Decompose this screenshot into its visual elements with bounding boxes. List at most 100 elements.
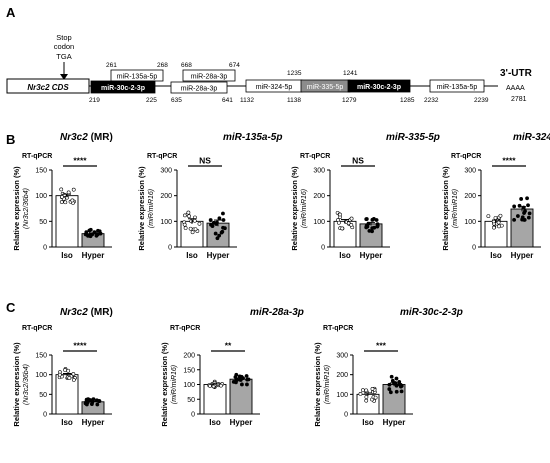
data-point-hyper: [220, 229, 225, 234]
x-tick-label: Iso: [490, 251, 502, 260]
y-tick-label: 200: [313, 193, 325, 200]
data-point-hyper: [389, 374, 394, 379]
chart-3: miR-335-5p RT-qPCR 0 100 200 300 Relative expr…: [290, 132, 440, 260]
site-name: miR-324-5p: [256, 84, 293, 91]
data-point-hyper: [246, 377, 251, 382]
utr-label: 3'-UTR: [500, 68, 533, 79]
y-axis-label-ratio: (miR/miR16): [301, 189, 308, 228]
data-point-iso: [71, 378, 76, 382]
chart-title: Nr3c2 (MR): [60, 132, 113, 143]
y-tick-label: 150: [183, 367, 195, 374]
site-start: 635: [171, 97, 182, 104]
data-point-iso: [188, 226, 193, 231]
chart-title: miR-324-5p: [513, 132, 550, 143]
stop-codon-line2: codon: [54, 42, 74, 51]
chart-title: miR-30c-2-3p: [400, 307, 463, 318]
y-tick-label: 0: [344, 412, 348, 419]
y-tick-label: 300: [336, 353, 348, 360]
data-point-hyper: [364, 225, 369, 230]
data-point-iso: [340, 226, 345, 231]
data-point-hyper: [520, 215, 525, 220]
data-point-hyper: [88, 234, 93, 239]
site-335: miR-335-5p 1235: [287, 70, 351, 93]
chart-title-suffix: (MR): [88, 307, 113, 318]
x-tick-label: Iso: [339, 251, 351, 260]
data-point-hyper: [245, 382, 249, 387]
site-name: miR-30c-2-3p: [357, 84, 401, 91]
polya-label: AAAA: [506, 85, 525, 92]
data-point-hyper: [234, 372, 239, 377]
y-axis-label-ratio: (miR/miR16): [452, 189, 459, 228]
chart-title-main: miR-324-5p: [513, 132, 550, 143]
x-tick-label: Hyper: [230, 418, 253, 427]
data-point-hyper: [398, 382, 403, 387]
data-point-hyper: [215, 236, 220, 241]
data-point-hyper: [95, 402, 100, 407]
charts-layer: Nr3c2 (MR) RT-qPCR 0 50 100 150 Relative expre…: [12, 132, 550, 427]
site-name: miR-335-5p: [307, 84, 344, 91]
y-tick-label: 100: [183, 382, 195, 389]
data-point-hyper: [208, 218, 213, 222]
y-tick-label: 200: [160, 193, 172, 200]
data-point-iso: [349, 222, 354, 227]
y-tick-label: 100: [160, 219, 172, 226]
y-tick-label: 0: [43, 245, 47, 252]
x-tick-label: Hyper: [511, 251, 534, 260]
y-axis-label: Relative expression (%): [290, 166, 299, 251]
x-tick-label: Hyper: [383, 418, 406, 427]
significance-label: NS: [199, 156, 211, 166]
x-tick-label: Iso: [61, 251, 73, 260]
x-tick-label: Hyper: [360, 251, 383, 260]
chart-6: miR-28a-3p RT-qPCR 0 50 100 150 200 Relative ex…: [160, 307, 304, 427]
site-name: miR-135a-5p: [437, 84, 478, 91]
chart-title-suffix: (MR): [88, 132, 113, 143]
data-point-iso: [219, 383, 223, 388]
chart-4: miR-324-5p RT-qPCR 0 100 200 300 Relative expr…: [441, 132, 550, 260]
site-start: 261: [106, 62, 117, 69]
data-point-hyper: [86, 397, 91, 402]
site-end: 1285: [400, 97, 415, 104]
site-30c-2: miR-30c-2-3p 1279 1285: [342, 79, 415, 104]
panel-c-label: C: [6, 300, 16, 315]
site-end: 674: [229, 62, 240, 69]
site-box: [170, 81, 228, 94]
data-point-hyper: [364, 217, 369, 222]
y-tick-label: 100: [336, 392, 348, 399]
x-tick-label: Iso: [61, 418, 73, 427]
data-point-hyper: [84, 230, 89, 235]
y-axis-label: Relative expression (%): [137, 166, 146, 251]
data-point-hyper: [231, 379, 236, 384]
y-tick-label: 150: [35, 168, 47, 175]
y-tick-label: 200: [336, 372, 348, 379]
data-point-hyper: [240, 382, 244, 387]
data-point-hyper: [221, 211, 225, 216]
x-tick-label: Hyper: [82, 251, 105, 260]
data-point-hyper: [96, 228, 100, 233]
y-tick-label: 300: [160, 168, 172, 175]
data-point-hyper: [217, 233, 222, 238]
y-axis-label-ratio: (Nr3c2/36b4): [23, 188, 30, 229]
site-name: miR-28a-3p: [191, 74, 228, 81]
data-point-iso: [186, 210, 191, 215]
data-point-hyper: [526, 203, 530, 208]
method-label: RT-qPCR: [451, 153, 481, 160]
data-point-hyper: [394, 376, 399, 381]
site-end: 268: [157, 62, 168, 69]
chart-title-main: miR-30c-2-3p: [400, 307, 463, 318]
gene-cds-label: Nr3c2 CDS: [27, 83, 69, 92]
data-point-iso: [187, 214, 192, 219]
site-28a-1: miR-28a-3p 668 674: [181, 62, 240, 82]
data-point-hyper: [522, 211, 526, 215]
data-point-hyper: [375, 224, 380, 229]
site-28a-2: miR-28a-3p 635 641: [170, 81, 233, 104]
data-point-iso: [497, 224, 501, 229]
chart-title: miR-28a-3p: [250, 307, 304, 318]
data-point-hyper: [394, 389, 399, 394]
panel-a-label: A: [6, 5, 16, 20]
data-point-iso: [59, 200, 64, 204]
data-point-hyper: [525, 196, 529, 201]
chart-title-main: Nr3c2: [60, 132, 88, 143]
data-point-iso: [336, 220, 341, 225]
bar-hyper: [382, 384, 406, 415]
y-axis-label: Relative expression (%): [160, 342, 169, 427]
